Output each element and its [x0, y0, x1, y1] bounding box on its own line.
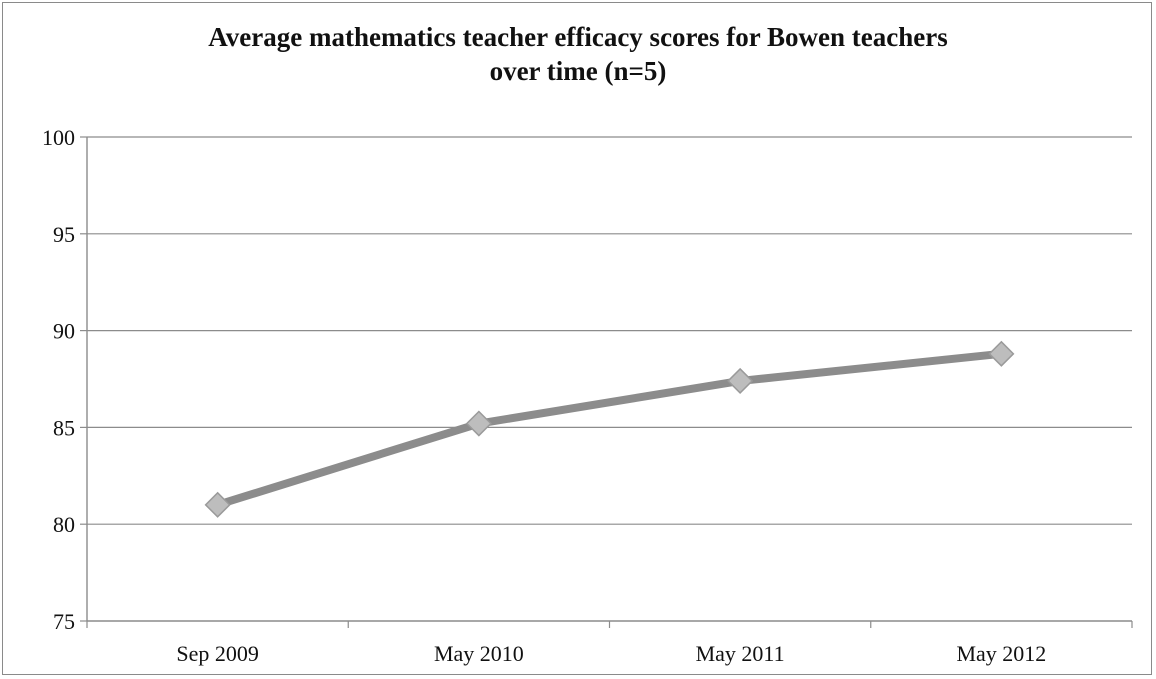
axes [80, 136, 1133, 628]
x-tick-label: Sep 2009 [176, 641, 259, 666]
data-point-2 [727, 367, 754, 394]
chart-title-line-1: Average mathematics teacher efficacy sco… [208, 22, 948, 52]
gridlines [87, 136, 1132, 525]
data-point-1 [465, 410, 492, 437]
x-tick-labels: Sep 2009 May 2010 May 2011 May 2012 [176, 641, 1046, 666]
y-tick-label: 85 [53, 415, 75, 440]
series-line [213, 349, 1006, 509]
chart-title: Average mathematics teacher efficacy sco… [0, 20, 1156, 88]
series-line-path [213, 349, 1006, 509]
data-points [204, 340, 1015, 518]
y-tick-label: 90 [53, 319, 75, 344]
y-tick-labels: 75 80 85 90 95 100 [42, 125, 75, 634]
y-tick-label: 100 [42, 125, 75, 150]
y-tick-label: 75 [53, 609, 75, 634]
x-tick-label: May 2011 [696, 641, 785, 666]
y-tick-label: 80 [53, 512, 75, 537]
x-tick-label: May 2012 [956, 641, 1046, 666]
data-point-0 [204, 491, 231, 518]
x-tick-label: May 2010 [434, 641, 524, 666]
data-point-3 [988, 340, 1015, 367]
chart-title-line-2: over time (n=5) [489, 56, 667, 86]
y-tick-label: 95 [53, 222, 75, 247]
